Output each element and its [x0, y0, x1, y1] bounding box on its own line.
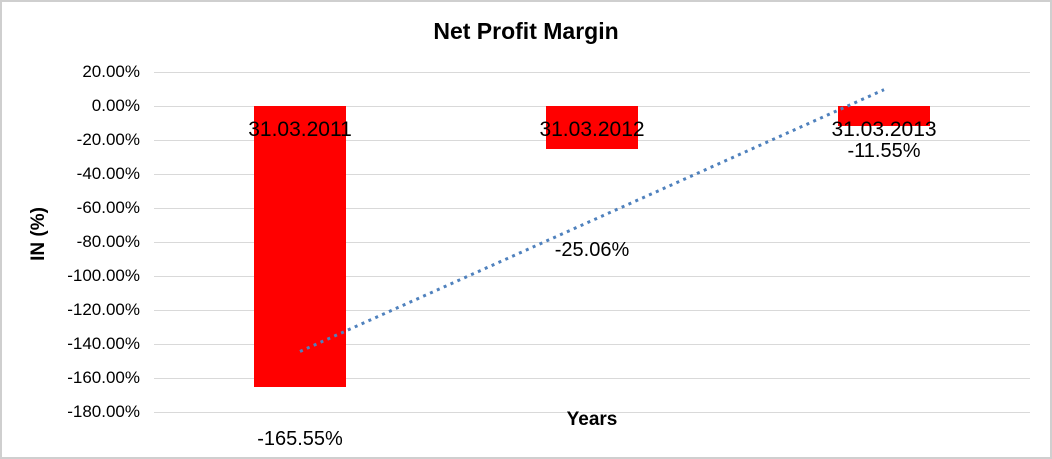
y-tick-label: -60.00%: [76, 198, 140, 217]
y-tick-label: -120.00%: [67, 300, 140, 319]
trendline-line: [299, 88, 885, 353]
y-tick-label: -140.00%: [67, 334, 140, 353]
y-tick-label: -160.00%: [67, 368, 140, 387]
y-tick-label: -180.00%: [67, 402, 140, 421]
bar-31.03.2012: [546, 106, 638, 149]
y-tick-label: -100.00%: [67, 266, 140, 285]
gridline: [154, 242, 1030, 243]
gridline: [154, 208, 1030, 209]
gridline: [154, 310, 1030, 311]
gridline: [154, 344, 1030, 345]
x-axis-title: Years: [566, 409, 618, 430]
gridline: [154, 412, 1030, 413]
gridline: [154, 378, 1030, 379]
y-tick-label: -40.00%: [76, 164, 140, 183]
gridline: [154, 276, 1030, 277]
y-tick-label: -20.00%: [76, 130, 140, 149]
bar-31.03.2011: [254, 106, 346, 388]
bar-31.03.2013: [838, 106, 930, 126]
gridline: [154, 72, 1030, 73]
y-tick-label: -80.00%: [76, 232, 140, 251]
gridline: [154, 174, 1030, 175]
y-tick-label: 0.00%: [91, 96, 140, 115]
y-tick-label: 20.00%: [82, 62, 140, 81]
chart-title: Net Profit Margin: [433, 18, 619, 44]
